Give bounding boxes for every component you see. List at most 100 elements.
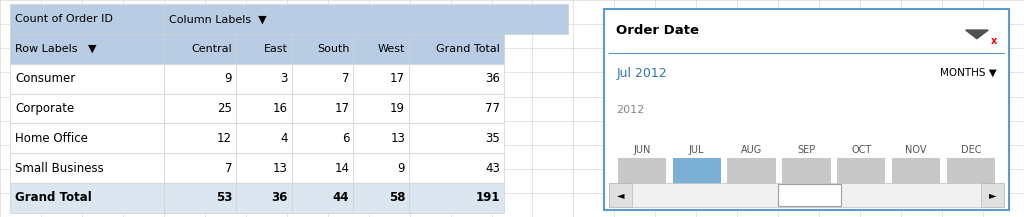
- Text: 43: 43: [485, 161, 500, 174]
- Text: 14: 14: [335, 161, 349, 174]
- Text: Grand Total: Grand Total: [436, 44, 500, 54]
- Bar: [604, 9, 1009, 210]
- Text: 44: 44: [333, 191, 349, 204]
- Text: Home Office: Home Office: [15, 132, 88, 145]
- Text: South: South: [316, 44, 349, 54]
- Bar: [410, 94, 504, 123]
- Bar: [10, 123, 164, 153]
- Text: MONTHS ▼: MONTHS ▼: [940, 68, 996, 78]
- Text: NOV: NOV: [905, 145, 927, 155]
- Text: 36: 36: [271, 191, 288, 204]
- Text: 7: 7: [342, 72, 349, 85]
- Bar: [410, 153, 504, 183]
- Text: SEP: SEP: [798, 145, 815, 155]
- Text: 25: 25: [217, 102, 232, 115]
- Bar: [10, 34, 164, 64]
- Text: Count of Order ID: Count of Order ID: [15, 14, 114, 24]
- Bar: [410, 34, 504, 64]
- Text: Central: Central: [191, 44, 232, 54]
- Text: 7: 7: [224, 161, 232, 174]
- Bar: [410, 123, 504, 153]
- Bar: [353, 183, 410, 213]
- Text: 13: 13: [390, 132, 406, 145]
- Bar: [10, 153, 164, 183]
- Bar: [237, 123, 292, 153]
- Text: 3: 3: [281, 72, 288, 85]
- Bar: [164, 183, 237, 213]
- Bar: [237, 64, 292, 94]
- Text: Column Labels  ▼: Column Labels ▼: [169, 14, 266, 24]
- Text: 16: 16: [273, 102, 288, 115]
- Text: 19: 19: [390, 102, 406, 115]
- Text: 36: 36: [485, 72, 500, 85]
- Bar: [237, 153, 292, 183]
- Bar: [10, 64, 164, 94]
- Bar: [164, 4, 568, 34]
- Bar: [782, 158, 830, 202]
- Text: 6: 6: [342, 132, 349, 145]
- Polygon shape: [966, 30, 988, 39]
- Text: 12: 12: [217, 132, 232, 145]
- Text: Row Labels   ▼: Row Labels ▼: [15, 44, 97, 54]
- Text: x: x: [991, 36, 997, 46]
- Bar: [617, 158, 666, 202]
- Bar: [292, 153, 353, 183]
- Bar: [237, 183, 292, 213]
- Bar: [632, 183, 981, 207]
- Text: Small Business: Small Business: [15, 161, 104, 174]
- Text: JUN: JUN: [633, 145, 650, 155]
- Text: ◄: ◄: [616, 190, 625, 200]
- Text: 35: 35: [485, 132, 500, 145]
- Bar: [727, 158, 776, 202]
- Bar: [292, 183, 353, 213]
- Text: 58: 58: [389, 191, 406, 204]
- Text: ►: ►: [988, 190, 996, 200]
- Text: East: East: [264, 44, 288, 54]
- Bar: [981, 183, 1004, 207]
- Bar: [353, 64, 410, 94]
- Text: 9: 9: [397, 161, 406, 174]
- Text: 9: 9: [224, 72, 232, 85]
- Text: 17: 17: [390, 72, 406, 85]
- Text: JUL: JUL: [689, 145, 705, 155]
- Bar: [410, 183, 504, 213]
- Text: Grand Total: Grand Total: [15, 191, 92, 204]
- Text: 77: 77: [485, 102, 500, 115]
- Bar: [673, 158, 721, 202]
- Bar: [353, 123, 410, 153]
- Bar: [164, 153, 237, 183]
- Text: Corporate: Corporate: [15, 102, 75, 115]
- Text: Order Date: Order Date: [616, 24, 699, 37]
- Bar: [778, 184, 842, 206]
- Text: Consumer: Consumer: [15, 72, 76, 85]
- Bar: [292, 64, 353, 94]
- Bar: [10, 94, 164, 123]
- Bar: [164, 34, 237, 64]
- Text: West: West: [378, 44, 406, 54]
- Bar: [292, 123, 353, 153]
- Bar: [353, 153, 410, 183]
- Bar: [609, 183, 632, 207]
- Bar: [10, 4, 164, 34]
- Bar: [237, 94, 292, 123]
- Text: 17: 17: [335, 102, 349, 115]
- Text: AUG: AUG: [741, 145, 762, 155]
- Bar: [353, 94, 410, 123]
- Text: Jul 2012: Jul 2012: [616, 67, 667, 80]
- Text: 4: 4: [281, 132, 288, 145]
- Bar: [292, 34, 353, 64]
- Text: DEC: DEC: [961, 145, 981, 155]
- Bar: [237, 34, 292, 64]
- Text: 13: 13: [273, 161, 288, 174]
- Text: OCT: OCT: [851, 145, 871, 155]
- Bar: [164, 94, 237, 123]
- Bar: [892, 158, 940, 202]
- Bar: [164, 123, 237, 153]
- Bar: [410, 64, 504, 94]
- Bar: [10, 183, 164, 213]
- Text: 2012: 2012: [616, 105, 645, 115]
- Bar: [947, 158, 995, 202]
- Text: 53: 53: [216, 191, 232, 204]
- Text: 191: 191: [475, 191, 500, 204]
- Bar: [838, 158, 886, 202]
